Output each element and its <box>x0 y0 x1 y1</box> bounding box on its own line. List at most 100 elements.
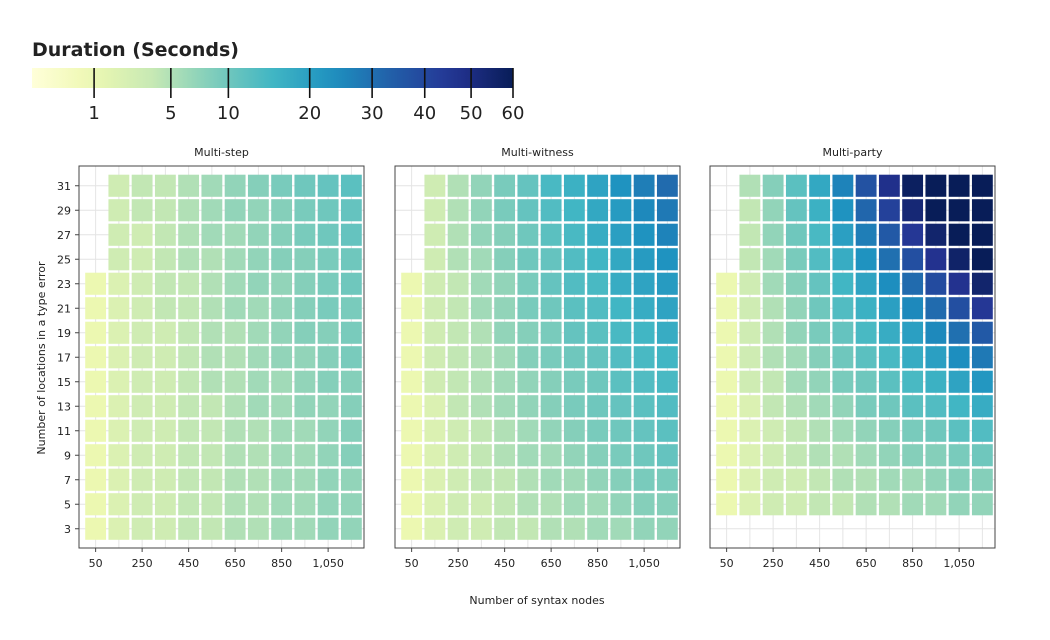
heatmap-cell <box>902 493 924 516</box>
heatmap-cell <box>470 174 492 197</box>
heatmap-cell <box>494 395 516 418</box>
heatmap-cell <box>424 517 446 540</box>
heatmap-cell <box>716 493 738 516</box>
heatmap-cell <box>85 321 107 344</box>
heatmap-cell <box>971 297 993 320</box>
heatmap-cell <box>271 321 293 344</box>
heatmap-cell <box>948 297 970 320</box>
heatmap-cell <box>447 346 469 369</box>
heatmap-cell <box>656 297 678 320</box>
heatmap-cell <box>271 370 293 393</box>
heatmap-cell <box>587 199 609 222</box>
heatmap-cell <box>610 419 632 442</box>
heatmap-cell <box>878 370 900 393</box>
heatmap-cell <box>131 321 153 344</box>
heatmap-cell <box>340 321 362 344</box>
heatmap-cell <box>716 419 738 442</box>
heatmap-cell <box>470 346 492 369</box>
heatmap-cell <box>108 370 130 393</box>
heatmap-cell <box>785 468 807 491</box>
heatmap-cell <box>517 493 539 516</box>
heatmap-cell <box>517 223 539 246</box>
heatmap-cell <box>294 370 316 393</box>
heatmap-cell <box>656 468 678 491</box>
heatmap-cell <box>902 419 924 442</box>
heatmap-cell <box>925 395 947 418</box>
heatmap-cell <box>832 272 854 295</box>
heatmap-cell <box>224 395 246 418</box>
heatmap-cell <box>563 199 585 222</box>
heatmap-cell <box>424 346 446 369</box>
y-tick-label: 25 <box>57 253 71 266</box>
legend-tick-label: 40 <box>413 103 436 124</box>
heatmap-cell <box>201 370 223 393</box>
heatmap-cell <box>739 468 761 491</box>
heatmap-cell <box>294 321 316 344</box>
heatmap-cell <box>633 248 655 271</box>
heatmap-cell <box>494 370 516 393</box>
heatmap-cell <box>247 199 269 222</box>
heatmap-cell <box>762 223 784 246</box>
heatmap-cell <box>739 199 761 222</box>
heatmap-cell <box>178 493 200 516</box>
heatmap-cell <box>633 468 655 491</box>
heatmap-cell <box>739 419 761 442</box>
legend-tick-label: 20 <box>298 103 321 124</box>
heatmap-cell <box>201 174 223 197</box>
heatmap-cell <box>154 468 176 491</box>
heatmap-cell <box>340 248 362 271</box>
heatmap-cell <box>201 272 223 295</box>
heatmap-cell <box>224 419 246 442</box>
heatmap-cell <box>540 346 562 369</box>
heatmap-cell <box>470 395 492 418</box>
heatmap-cell <box>716 321 738 344</box>
heatmap-cell <box>517 444 539 467</box>
heatmap-cell <box>447 395 469 418</box>
heatmap-cell <box>878 272 900 295</box>
y-tick-label: 29 <box>57 204 71 217</box>
x-tick-label: 1,050 <box>312 557 344 570</box>
x-tick-label: 450 <box>178 557 199 570</box>
x-tick-label: 50 <box>89 557 103 570</box>
heatmap-cell <box>108 468 130 491</box>
facet-panel: Multi-step 50 250 450 650 850 1,050 3 5 7 9 11 13 15 1… <box>57 146 365 570</box>
y-tick-label: 13 <box>57 400 71 413</box>
legend-tick-label: 5 <box>165 103 176 124</box>
heatmap-cell <box>656 223 678 246</box>
heatmap-cell <box>447 272 469 295</box>
heatmap-cell <box>762 493 784 516</box>
heatmap-cell <box>424 468 446 491</box>
heatmap-cell <box>494 272 516 295</box>
heatmap-cell <box>925 468 947 491</box>
heatmap-cell <box>610 248 632 271</box>
heatmap-cell <box>563 493 585 516</box>
heatmap-cell <box>948 493 970 516</box>
heatmap-cell <box>948 199 970 222</box>
heatmap-cell <box>470 493 492 516</box>
heatmap-cell <box>785 174 807 197</box>
heatmap-cell <box>201 517 223 540</box>
heatmap-cell <box>855 419 877 442</box>
heatmap-cell <box>178 174 200 197</box>
color-legend: 1 5 10 20 30 40 50 60 <box>32 68 524 124</box>
heatmap-cell <box>317 321 339 344</box>
heatmap-cell <box>587 297 609 320</box>
heatmap-cell <box>656 248 678 271</box>
heatmap-cell <box>878 346 900 369</box>
heatmap-cell <box>517 419 539 442</box>
heatmap-cell <box>401 321 423 344</box>
heatmap-cell <box>832 248 854 271</box>
heatmap-cell <box>716 272 738 295</box>
y-tick-label: 27 <box>57 229 71 242</box>
heatmap-cell <box>809 272 831 295</box>
heatmap-cell <box>294 272 316 295</box>
heatmap-cell <box>563 223 585 246</box>
heatmap-cell <box>540 272 562 295</box>
heatmap-cell <box>154 248 176 271</box>
legend-color-bar <box>32 68 513 88</box>
heatmap-cell <box>317 419 339 442</box>
heatmap-cell <box>610 468 632 491</box>
heatmap-cell <box>762 370 784 393</box>
y-tick-label: 21 <box>57 302 71 315</box>
heatmap-cell <box>178 444 200 467</box>
